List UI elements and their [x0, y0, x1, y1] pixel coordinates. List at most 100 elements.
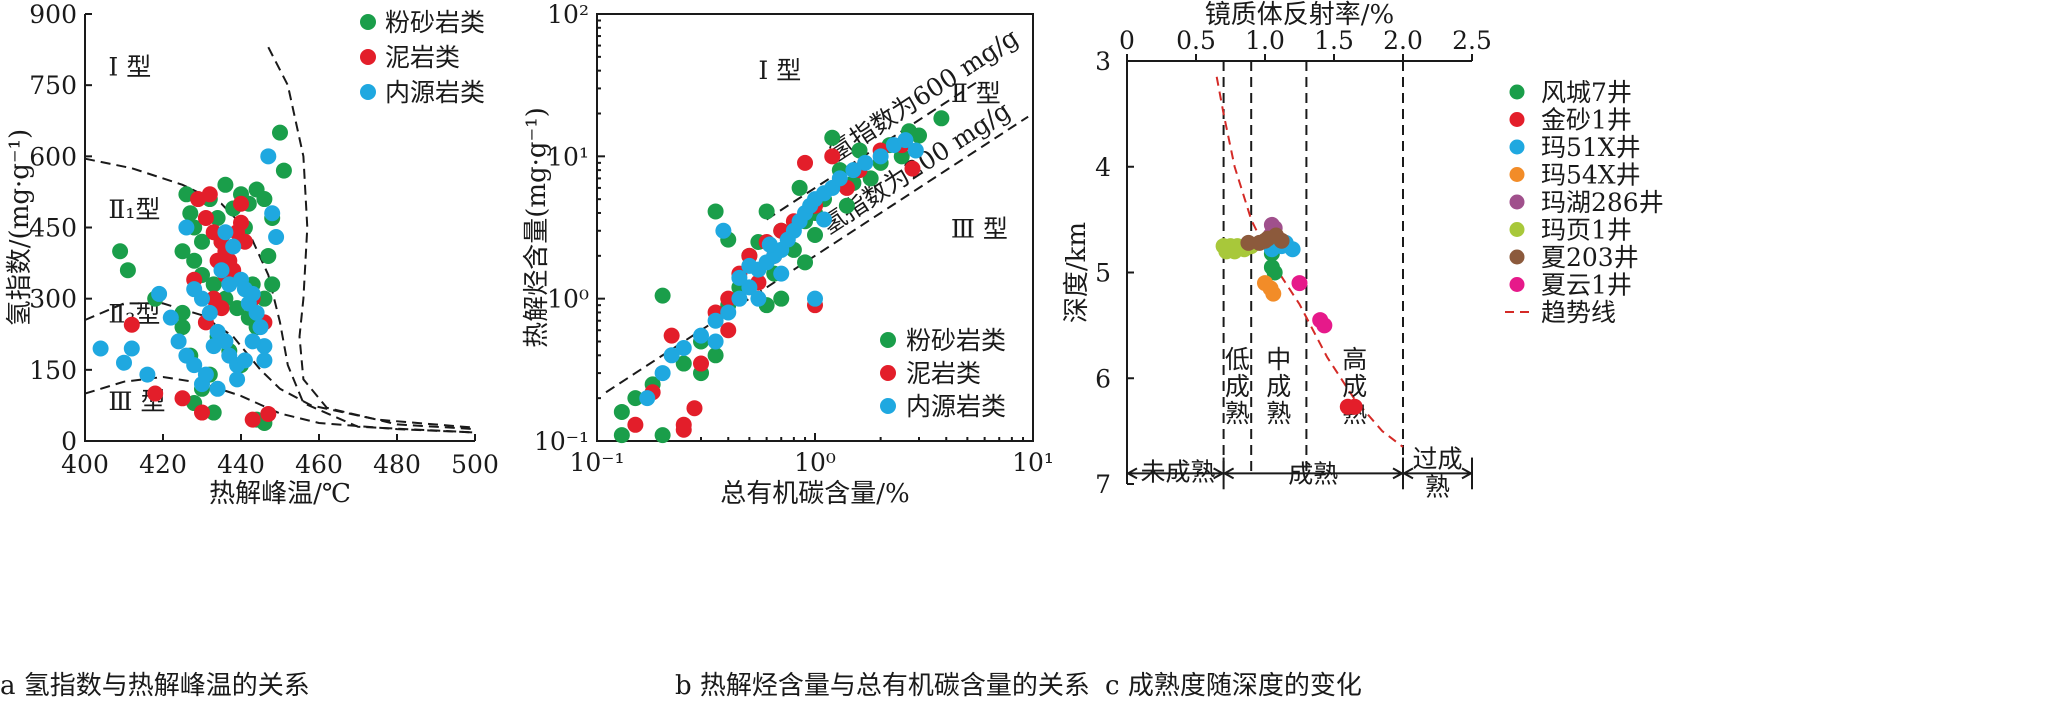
data-point	[831, 170, 848, 187]
y-tick-label: 750	[29, 71, 77, 100]
data-point	[217, 224, 234, 241]
data-point	[707, 347, 724, 364]
x-tick-label: 0.5	[1176, 26, 1216, 55]
y-tick-label: 4	[1095, 153, 1111, 182]
chart-b: 10⁻¹ 10⁰ 10¹ 10⁻¹ 10⁰ 10¹ 10² 总有机碳含量/% 热解烃含量(mg·…	[522, 0, 1090, 701]
data-point	[205, 338, 222, 355]
data-point	[252, 319, 269, 336]
legend-marker	[360, 84, 376, 100]
legend-label: 玛湖286井	[1541, 188, 1664, 217]
data-point	[707, 312, 724, 329]
data-point	[758, 203, 775, 220]
data-point	[170, 333, 187, 350]
data-point	[205, 276, 222, 293]
data-point	[197, 210, 214, 227]
caption: c 成熟度随深度的变化	[1105, 671, 1362, 701]
legend-label: 风城7井	[1541, 78, 1632, 107]
data-point	[233, 195, 249, 212]
stage-label: 未成熟	[1141, 457, 1216, 486]
legend-label: 泥岩类	[906, 359, 981, 388]
x-axis-label: 镜质体反射率/%	[1205, 0, 1394, 30]
legend-label: 粉砂岩类	[906, 326, 1006, 355]
x-tick-label: 420	[139, 450, 187, 479]
data-point	[225, 238, 242, 255]
y-tick-label: 900	[29, 0, 77, 29]
y-axis-label: 热解烃含量(mg·g⁻¹)	[522, 107, 552, 348]
data-point	[209, 210, 226, 227]
data-point	[627, 416, 644, 433]
data-point	[275, 162, 292, 179]
type-zone-label: Ⅲ 型	[951, 214, 1008, 243]
data-point	[693, 327, 710, 344]
maturity-label: 高成熟	[1342, 345, 1367, 428]
data-point	[264, 276, 281, 293]
legend-marker	[1509, 194, 1525, 210]
caption: b 热解烃含量与总有机碳含量的关系	[675, 671, 1090, 701]
y-tick-label: 10¹	[547, 142, 589, 171]
y-tick-label: 150	[29, 356, 77, 385]
data-point	[686, 400, 703, 417]
data-point	[201, 186, 218, 203]
data-point	[260, 405, 277, 422]
legend-label: 内源岩类	[385, 78, 485, 107]
stage-label: 过成熟	[1412, 444, 1462, 501]
data-point	[872, 148, 889, 165]
type-boundary-line	[267, 46, 476, 431]
y-tick-label: 300	[29, 285, 77, 314]
data-point	[731, 269, 748, 286]
data-point	[162, 309, 179, 326]
data-point	[248, 304, 265, 321]
y-tick-label: 10⁻¹	[534, 427, 589, 456]
legend-label: 玛页1井	[1541, 216, 1632, 245]
data-point	[715, 222, 732, 239]
data-point	[256, 352, 273, 369]
legend-marker	[1509, 167, 1525, 182]
type-boundary-line	[84, 157, 476, 434]
data-point	[720, 290, 737, 307]
data-point	[862, 170, 879, 187]
data-point	[707, 333, 724, 350]
legend-marker	[360, 49, 376, 65]
data-point	[654, 365, 671, 382]
data-point	[119, 262, 136, 279]
data-point	[205, 404, 222, 421]
y-tick-label: 0	[61, 427, 77, 456]
type-zone-label: Ⅰ 型	[108, 53, 151, 82]
legend-label: 趋势线	[1541, 298, 1616, 327]
x-tick-label: 2.0	[1383, 26, 1423, 55]
data-point	[272, 124, 288, 141]
legend-marker	[1509, 249, 1525, 265]
data-point	[807, 227, 823, 244]
data-point	[654, 427, 671, 444]
data-point	[693, 355, 710, 372]
data-point	[197, 366, 214, 383]
legend-label: 玛51X井	[1541, 133, 1641, 162]
data-point	[707, 203, 724, 220]
data-point	[112, 243, 129, 260]
data-point	[92, 340, 109, 357]
legend-label: 玛54X井	[1541, 161, 1641, 190]
data-point	[1218, 243, 1235, 260]
data-point	[654, 287, 671, 304]
data-point	[236, 352, 253, 369]
data-point	[816, 211, 833, 228]
x-tick-label: 1.0	[1245, 26, 1285, 55]
y-tick-label: 600	[29, 142, 77, 171]
x-tick-label: 2.5	[1452, 26, 1492, 55]
data-point	[194, 233, 210, 250]
data-point	[186, 252, 203, 269]
type-zone-label: Ⅰ 型	[758, 56, 801, 85]
legend-label: 粉砂岩类	[385, 8, 485, 37]
x-tick-label: 0	[1119, 26, 1135, 55]
data-point	[229, 371, 246, 388]
data-point	[213, 262, 230, 279]
data-point	[791, 179, 808, 196]
y-tick-label: 450	[29, 214, 77, 243]
data-point	[1240, 234, 1257, 251]
chart-c-axes	[1126, 60, 1472, 484]
y-tick-label: 7	[1095, 470, 1111, 499]
legend-marker	[360, 14, 376, 30]
x-axis-label: 总有机碳含量/%	[720, 479, 909, 509]
y-tick-label: 10⁰	[547, 285, 589, 314]
data-point	[233, 214, 249, 231]
